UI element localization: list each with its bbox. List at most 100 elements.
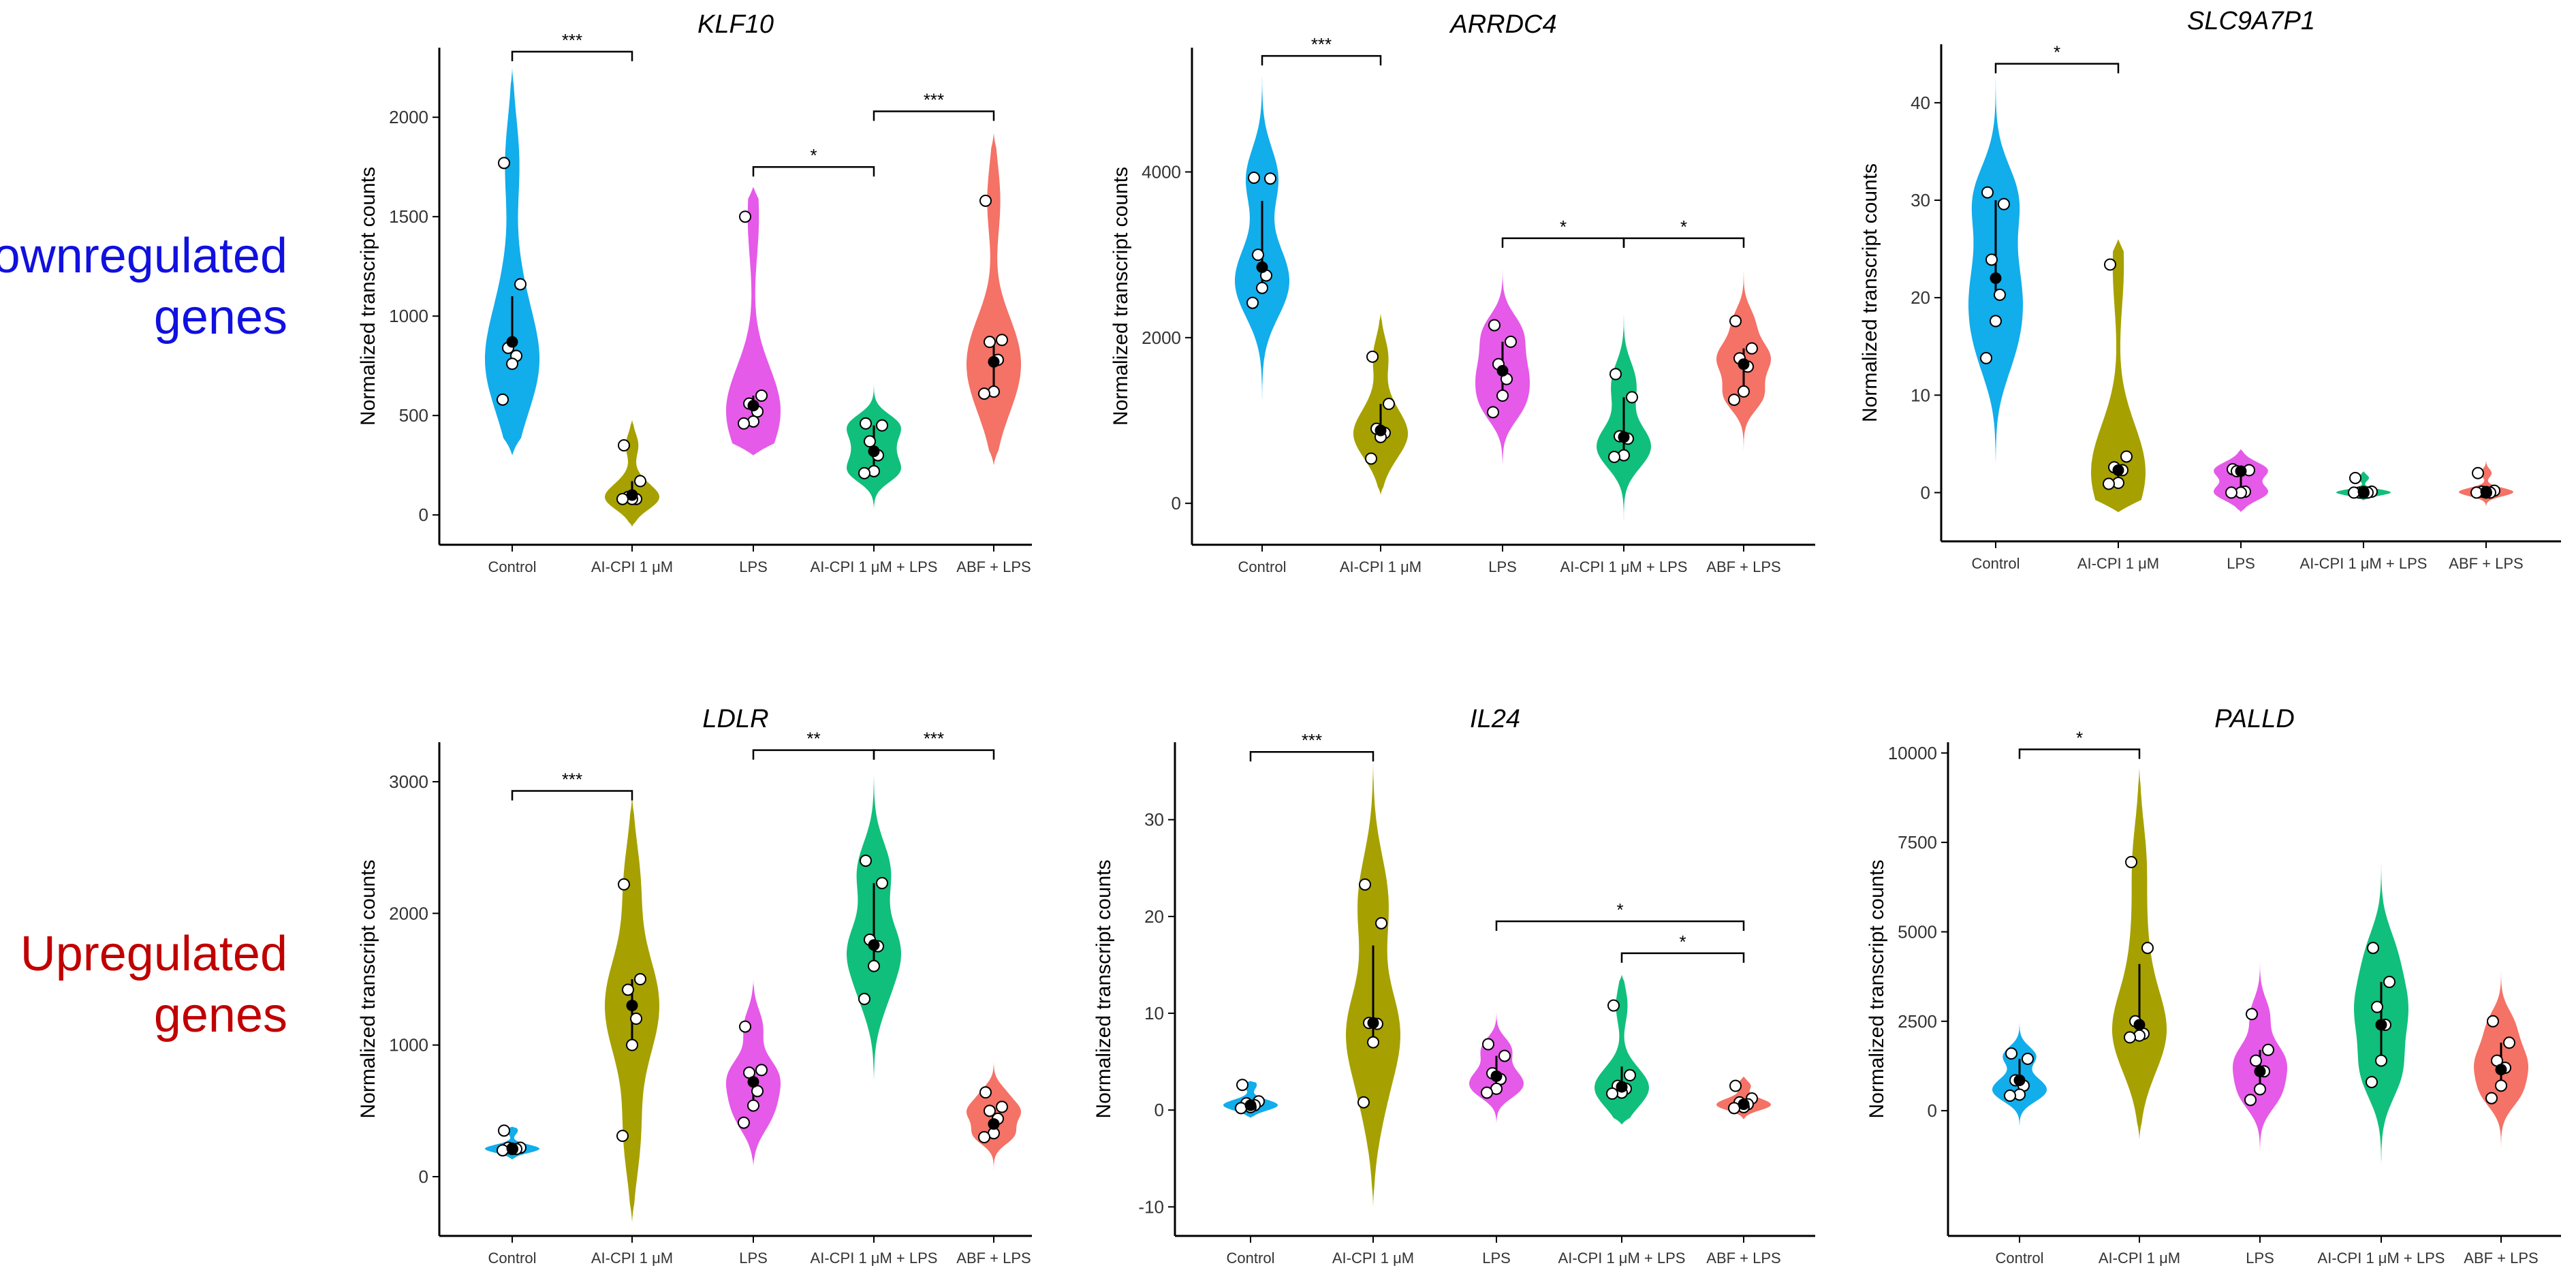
- data-point: [634, 973, 646, 985]
- panel-title: IL24: [1470, 705, 1520, 733]
- median-point: [2235, 465, 2247, 477]
- data-point: [1998, 197, 2010, 210]
- y-axis-label: Normalized transcript counts: [1866, 859, 1888, 1118]
- data-point: [1487, 406, 1499, 419]
- median-point: [868, 445, 880, 458]
- y-tick-label: 2500: [1898, 1011, 1937, 1032]
- data-point: [858, 993, 870, 1005]
- x-tick-label: LPS: [1482, 1250, 1511, 1267]
- x-tick-label: AI-CPI 1 μM + LPS: [1558, 1250, 1686, 1267]
- y-axis-label: Normalized transcript counts: [1093, 859, 1115, 1118]
- data-point: [622, 983, 634, 996]
- data-point: [2225, 486, 2237, 499]
- x-tick-label: AI-CPI 1 μM: [2077, 555, 2159, 572]
- y-tick-label: 0: [1921, 482, 1930, 503]
- violin-ABF + LPS: [2459, 458, 2513, 507]
- x-tick-label: AI-CPI 1 μM: [591, 1250, 673, 1267]
- median-point: [2495, 1064, 2507, 1076]
- y-tick-label: 40: [1911, 93, 1930, 113]
- significance-bracket: [1495, 920, 1745, 931]
- x-tick-label: Control: [488, 558, 537, 575]
- data-point: [1496, 389, 1509, 402]
- y-tick-label: 1500: [389, 206, 428, 227]
- median-point: [506, 1142, 518, 1154]
- median-point: [1616, 1081, 1628, 1093]
- panel-title: KLF10: [697, 10, 774, 39]
- data-point: [634, 475, 646, 488]
- data-point: [1357, 1096, 1370, 1109]
- median-point: [2480, 486, 2492, 498]
- y-tick-label: 0: [419, 505, 428, 525]
- median-point: [747, 400, 759, 412]
- x-tick-label: AI-CPI 1 μM: [591, 558, 673, 575]
- data-point: [996, 334, 1008, 347]
- panel-KLF10: KLF10 Normalized transcript counts 0 500 100…: [357, 10, 1032, 575]
- y-tick-label: -10: [1138, 1196, 1164, 1217]
- data-point: [2383, 975, 2396, 988]
- y-tick-label: 10000: [1888, 743, 1937, 763]
- median-point: [2112, 464, 2124, 477]
- panel-SLC9A7P1: SLC9A7P1 Normalized transcript counts 0 10 2…: [1859, 7, 2561, 572]
- y-tick-label: 5000: [1898, 921, 1937, 942]
- row-label-bottom-line2: genes: [154, 988, 287, 1043]
- data-point: [497, 393, 509, 406]
- median-point: [1490, 1070, 1503, 1082]
- data-point: [1738, 385, 1750, 398]
- median-point: [1367, 1017, 1379, 1029]
- row-label-bottom-line1: Upregulated: [20, 927, 287, 981]
- data-point: [1481, 1086, 1493, 1099]
- violin-ABF + LPS: [967, 133, 1021, 466]
- data-point: [2246, 1008, 2258, 1021]
- median-point: [2375, 1019, 2387, 1031]
- y-axis-label: Normalized transcript counts: [357, 859, 379, 1118]
- data-point: [2005, 1047, 2017, 1060]
- x-tick-label: ABF + LPS: [956, 558, 1031, 575]
- data-point: [2254, 1083, 2266, 1096]
- y-tick-label: 0: [419, 1166, 428, 1187]
- x-tick-label: LPS: [739, 1250, 768, 1267]
- data-point: [739, 1020, 751, 1033]
- median-point: [1256, 261, 1268, 273]
- x-tick-label: AI-CPI 1 μM + LPS: [2318, 1250, 2445, 1267]
- significance-bracket: [752, 165, 875, 177]
- x-tick-label: ABF + LPS: [2449, 555, 2523, 572]
- data-point: [2485, 1092, 2498, 1104]
- data-point: [978, 1131, 990, 1143]
- significance-bracket: [1622, 237, 1745, 248]
- y-tick-label: 2000: [389, 903, 428, 923]
- data-point: [876, 419, 888, 432]
- significance-bracket: [2018, 748, 2141, 759]
- data-point: [1365, 452, 1377, 465]
- significance-label: ***: [562, 30, 582, 50]
- panel-IL24: IL24 Normalized transcript counts -10 0 10 20…: [1093, 705, 1815, 1267]
- y-tick-label: 7500: [1898, 832, 1937, 853]
- data-point: [1505, 335, 1517, 348]
- panel-ARRDC4: ARRDC4 Normalized transcript counts 0 2000 4…: [1110, 10, 1815, 575]
- data-point: [1359, 878, 1371, 891]
- median-point: [1738, 1098, 1750, 1111]
- significance-label: ***: [1311, 34, 1332, 54]
- data-point: [506, 357, 518, 370]
- y-tick-label: 0: [1928, 1100, 1937, 1121]
- y-axis-label: Normalized transcript counts: [1110, 167, 1132, 426]
- significance-label: ***: [924, 89, 944, 110]
- significance-label: *: [810, 145, 817, 165]
- x-tick-label: AI-CPI 1 μM + LPS: [811, 558, 938, 575]
- median-point: [2013, 1074, 2026, 1086]
- data-point: [755, 389, 768, 402]
- data-point: [1236, 1079, 1248, 1092]
- data-point: [978, 387, 990, 400]
- x-tick-label: Control: [488, 1250, 537, 1267]
- median-point: [988, 1118, 1000, 1130]
- significance-label: *: [1560, 217, 1567, 237]
- data-point: [2124, 1031, 2136, 1044]
- y-tick-label: 500: [399, 405, 428, 426]
- data-point: [738, 417, 750, 430]
- x-tick-label: Control: [1996, 1250, 2044, 1267]
- data-point: [2244, 1094, 2257, 1107]
- median-point: [1496, 365, 1509, 377]
- y-tick-label: 3000: [389, 772, 428, 792]
- data-point: [2366, 1076, 2378, 1089]
- median-point: [2357, 486, 2370, 498]
- data-point: [1729, 315, 1742, 328]
